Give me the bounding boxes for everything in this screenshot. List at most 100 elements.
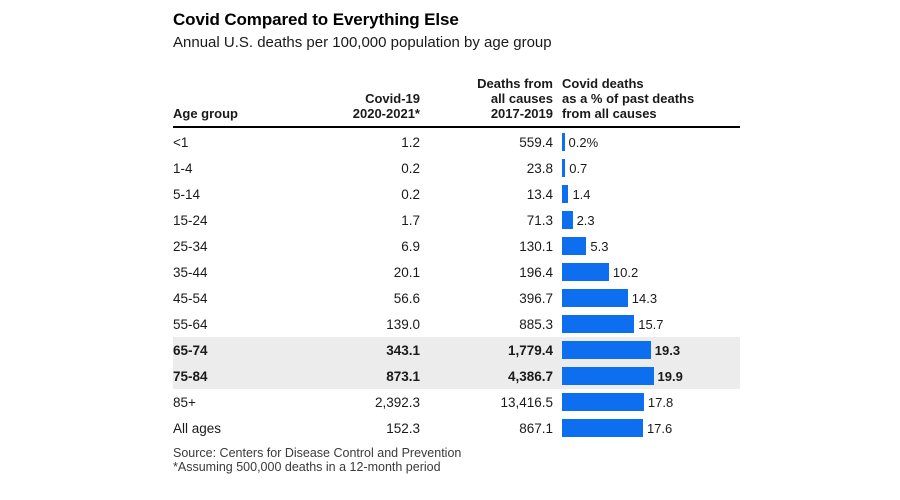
cell-percent-bar: 1.4 <box>553 181 740 207</box>
cell-all-causes-deaths: 885.3 <box>519 316 553 332</box>
percent-bar <box>562 159 566 177</box>
cell-covid-deaths: 1.2 <box>401 134 420 150</box>
cell-age-group: 75-84 <box>173 368 208 384</box>
source-note: Source: Centers for Disease Control and … <box>173 446 462 460</box>
percent-bar <box>562 185 569 203</box>
cell-covid-deaths: 2,392.3 <box>374 394 420 410</box>
page-title: Covid Compared to Everything Else <box>173 10 459 29</box>
percent-bar <box>562 367 654 385</box>
cell-age-group: 55-64 <box>173 316 208 332</box>
cell-percent-bar: 19.9 <box>553 363 740 389</box>
column-header-label: Age group <box>173 106 238 121</box>
table-body: <1 1.2 559.4 0.2% 1-4 0.2 23.8 0.7 5-14 0.2 13.4 1.… <box>173 129 740 441</box>
cell-all-causes-deaths: 71.3 <box>526 212 553 228</box>
column-header-label: as a % of past deaths <box>562 91 695 106</box>
column-header-covid-deaths: Covid-19 2020-2021* <box>283 91 420 121</box>
table-row: 5-14 0.2 13.4 1.4 <box>173 181 740 207</box>
cell-age-group: 35-44 <box>173 264 208 280</box>
cell-percent-bar: 14.3 <box>553 285 740 311</box>
percent-bar <box>562 263 609 281</box>
cell-covid-deaths: 6.9 <box>401 238 420 254</box>
percent-bar <box>562 341 651 359</box>
percent-bar <box>562 289 628 307</box>
column-header-all-causes: Deaths from all causes 2017-2019 <box>420 76 553 121</box>
table-row: <1 1.2 559.4 0.2% <box>173 129 740 155</box>
cell-all-causes-deaths: 23.8 <box>526 160 553 176</box>
column-header-label: Covid deaths <box>562 76 644 91</box>
cell-age-group: 15-24 <box>173 212 208 228</box>
percent-bar-label: 10.2 <box>612 264 639 280</box>
cell-all-causes-deaths: 196.4 <box>519 264 553 280</box>
table-row: 45-54 56.6 396.7 14.3 <box>173 285 740 311</box>
percent-bar-label: 0.7 <box>569 160 588 176</box>
percent-bar <box>562 237 587 255</box>
column-header-label: Covid-19 <box>365 91 420 106</box>
percent-bar <box>562 393 644 411</box>
table-row: 85+ 2,392.3 13,416.5 17.8 <box>173 389 740 415</box>
cell-all-causes-deaths: 1,779.4 <box>507 342 553 358</box>
cell-percent-bar: 2.3 <box>553 207 740 233</box>
cell-percent-bar: 19.3 <box>553 337 740 363</box>
covid-deaths-graphic: Covid Compared to Everything Else Annual… <box>173 0 740 500</box>
percent-bar-label: 19.3 <box>654 342 681 358</box>
table-row: 1-4 0.2 23.8 0.7 <box>173 155 740 181</box>
column-header-label: from all causes <box>562 106 657 121</box>
cell-covid-deaths: 20.1 <box>393 264 420 280</box>
cell-all-causes-deaths: 867.1 <box>519 420 553 436</box>
cell-covid-deaths: 1.7 <box>401 212 420 228</box>
cell-age-group: 25-34 <box>173 238 208 254</box>
column-header-age-group: Age group <box>173 106 283 121</box>
cell-covid-deaths: 152.3 <box>386 420 420 436</box>
cell-percent-bar: 5.3 <box>553 233 740 259</box>
percent-bar-label: 5.3 <box>590 238 609 254</box>
percent-bar-label: 2.3 <box>576 212 595 228</box>
percent-bar-label: 0.2% <box>568 134 599 150</box>
cell-covid-deaths: 873.1 <box>386 368 420 384</box>
cell-age-group: 65-74 <box>173 342 208 358</box>
table-row: 35-44 20.1 196.4 10.2 <box>173 259 740 285</box>
column-header-label: all causes <box>490 91 553 106</box>
percent-bar <box>562 211 573 229</box>
percent-bar <box>562 419 643 437</box>
cell-age-group: 45-54 <box>173 290 208 306</box>
table-row: 75-84 873.1 4,386.7 19.9 <box>173 363 740 389</box>
table-row: 25-34 6.9 130.1 5.3 <box>173 233 740 259</box>
percent-bar-label: 19.9 <box>657 368 683 384</box>
cell-all-causes-deaths: 130.1 <box>519 238 553 254</box>
column-header-covid-percent: Covid deaths as a % of past deaths from … <box>553 76 740 121</box>
column-header-label: 2020-2021* <box>352 106 420 121</box>
table-row: 55-64 139.0 885.3 15.7 <box>173 311 740 337</box>
table-header-row: Age group Covid-19 2020-2021* Deaths fro… <box>173 76 740 128</box>
percent-bar-label: 1.4 <box>572 186 591 202</box>
percent-bar-label: 17.8 <box>647 394 674 410</box>
cell-all-causes-deaths: 4,386.7 <box>507 368 553 384</box>
table-row: 65-74 343.1 1,779.4 19.3 <box>173 337 740 363</box>
cell-all-causes-deaths: 559.4 <box>519 134 553 150</box>
table-row: 15-24 1.7 71.3 2.3 <box>173 207 740 233</box>
percent-bar-label: 17.6 <box>646 420 673 436</box>
cell-covid-deaths: 56.6 <box>393 290 420 306</box>
cell-percent-bar: 15.7 <box>553 311 740 337</box>
table-row: All ages 152.3 867.1 17.6 <box>173 415 740 441</box>
column-header-label: 2017-2019 <box>490 106 553 121</box>
cell-percent-bar: 0.2% <box>553 129 740 155</box>
cell-covid-deaths: 0.2 <box>401 186 420 202</box>
column-header-label: Deaths from <box>477 76 553 91</box>
footnote: *Assuming 500,000 deaths in a 12-month p… <box>173 460 441 474</box>
cell-age-group: 1-4 <box>173 160 193 176</box>
percent-bar <box>562 315 635 333</box>
cell-percent-bar: 10.2 <box>553 259 740 285</box>
cell-covid-deaths: 343.1 <box>386 342 420 358</box>
cell-covid-deaths: 139.0 <box>386 316 420 332</box>
percent-bar-label: 14.3 <box>631 290 658 306</box>
page-subtitle: Annual U.S. deaths per 100,000 populatio… <box>173 34 552 51</box>
cell-all-causes-deaths: 13.4 <box>526 186 553 202</box>
percent-bar-label: 15.7 <box>638 316 664 332</box>
cell-covid-deaths: 0.2 <box>401 160 420 176</box>
cell-percent-bar: 17.8 <box>553 389 740 415</box>
cell-age-group: <1 <box>173 134 189 150</box>
cell-all-causes-deaths: 13,416.5 <box>500 394 553 410</box>
cell-age-group: All ages <box>173 420 222 436</box>
cell-percent-bar: 17.6 <box>553 415 740 441</box>
cell-age-group: 85+ <box>173 394 196 410</box>
